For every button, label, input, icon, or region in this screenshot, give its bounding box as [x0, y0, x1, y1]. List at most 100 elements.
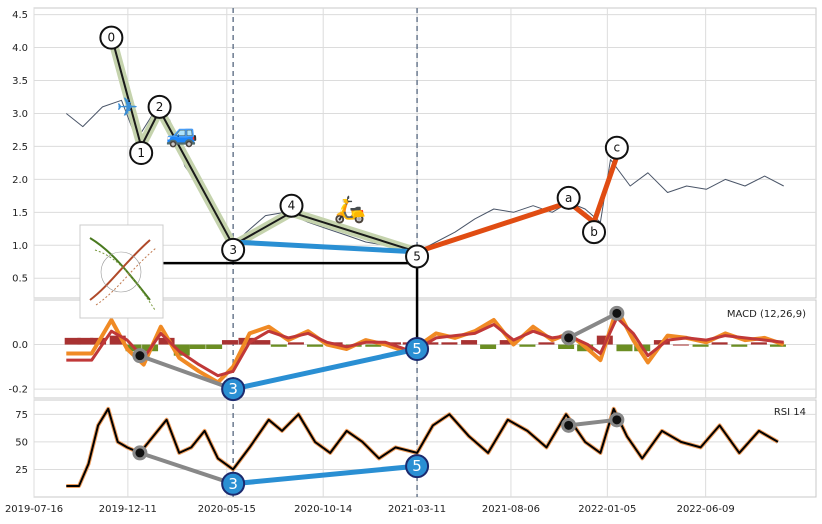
wave-label: 5 — [412, 457, 422, 475]
rsi-line — [66, 407, 779, 487]
wave-marker — [582, 220, 607, 245]
histogram-bar — [499, 340, 516, 345]
price-divergence-line — [232, 239, 418, 255]
histogram-bar — [441, 342, 458, 345]
histogram-bar — [769, 344, 786, 347]
y-tick-label: 2.5 — [12, 142, 28, 153]
histogram-bar — [306, 344, 323, 347]
panel-frame — [33, 399, 817, 498]
gray-pivot-dot — [561, 330, 577, 346]
y-tick-label: 3.5 — [12, 76, 28, 87]
y-tick-label: 75 — [15, 410, 28, 421]
wave-marker — [221, 237, 246, 262]
wave-marker — [147, 94, 172, 119]
wave-marker — [405, 244, 430, 269]
histogram-bar — [158, 337, 175, 345]
wave-label: 5 — [412, 340, 422, 358]
histogram-bar — [365, 344, 382, 347]
wave-label: 3 — [228, 380, 238, 398]
gray-pivot-dot — [561, 417, 577, 433]
histogram-bar — [750, 342, 767, 345]
histogram-bar — [692, 344, 709, 347]
histogram-bar — [558, 344, 575, 349]
rsi-title: RSI 14 — [774, 407, 806, 418]
wave-label: 0 — [108, 31, 116, 45]
histogram-bar — [64, 337, 81, 345]
histogram-bar — [287, 342, 304, 345]
wave-label: 2 — [156, 100, 164, 114]
histogram-bar — [480, 344, 497, 349]
x-tick-label: 2019-12-11 — [99, 504, 157, 515]
histogram-bar — [461, 340, 478, 345]
gray-pivot-dot — [132, 348, 148, 364]
wave-label: 4 — [288, 199, 296, 213]
gray-trend-line — [139, 451, 234, 486]
wave-label: b — [590, 225, 598, 239]
wave-marker — [556, 185, 581, 210]
y-tick-label: 4.0 — [12, 43, 28, 54]
histogram-bar — [221, 340, 238, 345]
wave-marker — [604, 135, 629, 160]
wave-marker — [221, 377, 246, 402]
y-tick-label: -0.2 — [8, 385, 28, 396]
wave-marker — [279, 193, 304, 218]
wave-label: 1 — [137, 146, 145, 160]
x-tick-label: 2021-08-06 — [482, 504, 540, 515]
correction-wave-line — [416, 155, 620, 255]
wave-marker — [405, 454, 430, 479]
divergence-line — [232, 346, 418, 392]
inset-thumbnail — [79, 224, 164, 319]
y-tick-label: 3.0 — [12, 109, 28, 120]
x-tick-label: 2019-07-16 — [5, 504, 63, 515]
x-tick-label: 2020-05-15 — [198, 504, 256, 515]
histogram-bar — [538, 342, 555, 345]
wave-label: c — [614, 141, 621, 155]
gray-trend-line — [568, 417, 618, 428]
x-tick-label: 2022-06-09 — [677, 504, 735, 515]
wave-marker — [405, 337, 430, 361]
histogram-bar — [109, 335, 126, 345]
histogram-bar — [206, 344, 223, 349]
y-tick-label: 4.5 — [12, 10, 28, 21]
x-tick-label: 2020-10-14 — [294, 504, 352, 515]
histogram-bar — [270, 344, 287, 347]
axis-ticks: 0.51.01.52.02.53.03.54.04.5-0.20.0255075… — [5, 10, 735, 515]
divergence-line — [232, 463, 418, 487]
y-tick-label: 50 — [15, 437, 28, 448]
impulse-wave-line — [113, 47, 418, 253]
y-tick-label: 0.5 — [12, 274, 28, 285]
wave-label: 5 — [413, 249, 421, 263]
histogram-bar — [711, 342, 728, 345]
histogram-bar — [254, 340, 271, 345]
x-tick-label: 2022-01-05 — [578, 504, 636, 515]
panel-frames — [33, 7, 817, 498]
y-tick-label: 0.0 — [12, 340, 28, 351]
scooter-icon: 🛵 — [334, 195, 366, 225]
wave-label: 3 — [229, 243, 237, 257]
wave-marker — [129, 141, 154, 165]
gray-pivot-dot — [132, 445, 148, 461]
wave-label: 3 — [228, 475, 238, 493]
gray-pivot-dot — [609, 412, 625, 428]
histogram-bar — [189, 344, 206, 349]
macd-title: MACD (12,26,9) — [727, 309, 806, 320]
wave-labels: 3 5 3 5 0 1 2 3 4 5 a b c ✈ 🚙 🛵 — [99, 25, 629, 496]
wave-marker — [221, 471, 246, 496]
x-tick-label: 2021-03-11 — [388, 504, 446, 515]
gray-trend-line — [139, 353, 234, 391]
y-tick-label: 1.5 — [12, 208, 28, 219]
histogram-bar — [422, 342, 439, 345]
wave-label: a — [565, 191, 572, 205]
airplane-icon: ✈ — [116, 93, 138, 123]
y-tick-label: 2.0 — [12, 175, 28, 186]
gray-trend-line — [567, 311, 618, 340]
histogram-bar — [616, 344, 633, 352]
wave-marker — [99, 25, 124, 50]
histogram-bar — [519, 344, 536, 347]
car-icon: 🚙 — [166, 119, 198, 149]
histogram-bar — [672, 344, 689, 346]
y-tick-label: 1.0 — [12, 241, 28, 252]
gray-pivot-dot — [609, 305, 625, 321]
